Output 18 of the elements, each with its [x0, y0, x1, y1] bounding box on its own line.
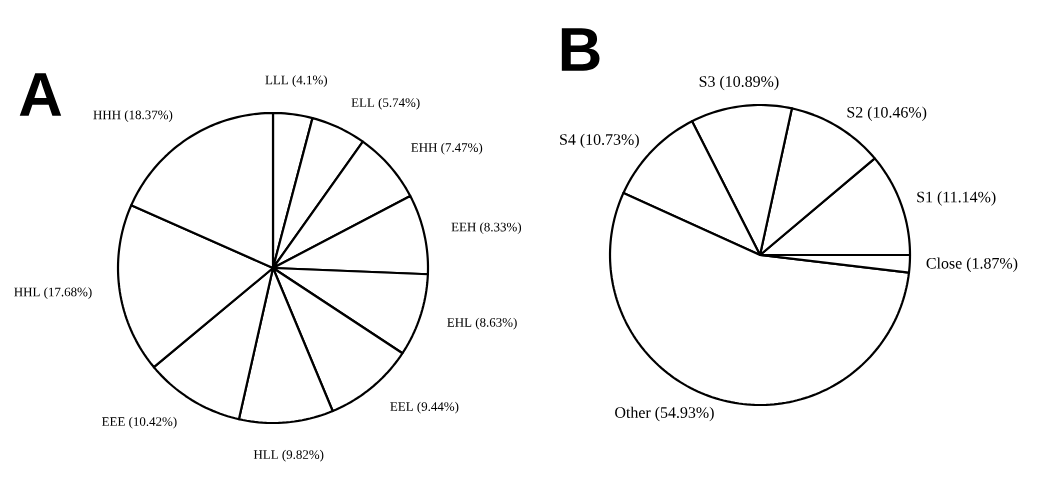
slice-label: HHL (17.68%) [14, 287, 92, 299]
slice-label: HLL (9.82%) [253, 449, 324, 462]
slice-label: EHL (8.63%) [447, 317, 517, 330]
slice-label: Other (54.93%) [615, 406, 714, 422]
slice-label: S4 (10.73%) [560, 133, 639, 149]
slice-label: S1 (11.14%) [917, 191, 996, 206]
chart-title: A [19, 73, 62, 116]
slice-label: EEE (10.42%) [101, 416, 177, 429]
slice-label: EHH (7.47%) [411, 142, 483, 155]
slice-label: EEH (8.33%) [451, 222, 522, 235]
slice-label: ELL (5.74%) [351, 97, 420, 110]
slice-label: LLL (4.1%) [265, 75, 328, 87]
slice-label: S3 (10.89%) [699, 75, 779, 91]
slice-label: HHH (18.37%) [93, 110, 173, 122]
slice-label: S2 (10.46%) [847, 106, 927, 121]
chart-title: B [561, 28, 600, 71]
slice-label: EEL (9.44%) [390, 401, 459, 414]
slice-label: Close (1.87%) [926, 257, 1018, 272]
